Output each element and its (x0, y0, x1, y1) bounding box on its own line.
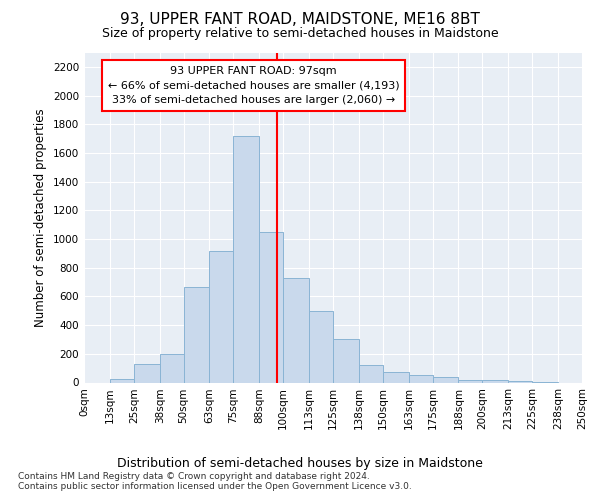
Bar (184, 287, 209, 382)
Text: Contains HM Land Registry data © Crown copyright and database right 2024.: Contains HM Land Registry data © Crown c… (18, 472, 370, 481)
Bar (209, 250, 233, 382)
Bar (233, 136, 259, 382)
Bar (110, 379, 134, 382)
Text: 93, UPPER FANT ROAD, MAIDSTONE, ME16 8BT: 93, UPPER FANT ROAD, MAIDSTONE, ME16 8BT (120, 12, 480, 28)
Bar (508, 381, 532, 382)
Bar (359, 364, 383, 382)
Bar (134, 364, 160, 382)
Y-axis label: Number of semi-detached properties: Number of semi-detached properties (34, 108, 47, 327)
Text: 93 UPPER FANT ROAD: 97sqm
← 66% of semi-detached houses are smaller (4,193)
33% : 93 UPPER FANT ROAD: 97sqm ← 66% of semi-… (107, 66, 399, 106)
Text: Distribution of semi-detached houses by size in Maidstone: Distribution of semi-detached houses by … (117, 458, 483, 470)
Bar (409, 374, 433, 382)
Bar (160, 354, 184, 382)
Text: Size of property relative to semi-detached houses in Maidstone: Size of property relative to semi-detach… (101, 28, 499, 40)
Bar (482, 380, 508, 382)
Bar (383, 372, 409, 382)
Text: Contains public sector information licensed under the Open Government Licence v3: Contains public sector information licen… (18, 482, 412, 491)
Bar (458, 380, 482, 382)
Bar (433, 377, 458, 382)
Bar (309, 311, 333, 382)
Bar (333, 338, 359, 382)
Bar (259, 232, 283, 382)
Bar (283, 278, 309, 382)
